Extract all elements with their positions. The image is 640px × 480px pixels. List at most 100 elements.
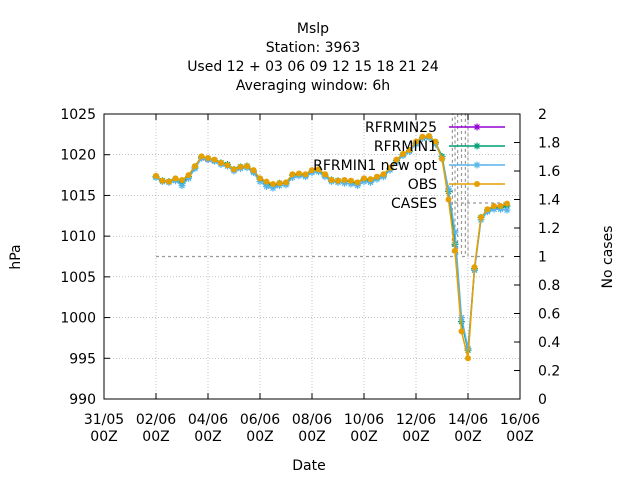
- series-point-obs-24: [309, 167, 315, 174]
- series-point-obs-6: [192, 163, 198, 170]
- y2-tick-label-5: 1: [538, 250, 547, 266]
- y2-tick-label-9: 1.8: [538, 136, 560, 152]
- legend-label-obs: OBS: [408, 177, 437, 193]
- series-point-obs-30: [348, 177, 354, 184]
- series-point-obs-35: [380, 171, 387, 178]
- series-point-obs-43: [432, 138, 439, 145]
- y2-tick-label-2: 0.4: [538, 335, 560, 351]
- y2-tick-label-1: 0.2: [538, 364, 560, 380]
- x-tick-label-6-0: 12/06: [396, 412, 436, 428]
- legend-marker-rfrmin1-new-opt: [473, 161, 481, 169]
- series-point-obs-31: [354, 179, 361, 186]
- cases-layer: [156, 113, 507, 258]
- y-tick-label-1: 995: [69, 351, 96, 367]
- series-point-obs-44: [439, 155, 445, 162]
- series-point-obs-47: [458, 328, 465, 335]
- y-tick-label-6: 1020: [60, 148, 96, 164]
- series-point-obs-25: [315, 166, 322, 173]
- series-point-obs-14: [244, 163, 250, 170]
- x-tick-label-2-0: 04/06: [188, 412, 228, 428]
- series-point-obs-28: [335, 177, 341, 184]
- x-tick-label-4-0: 08/06: [292, 412, 332, 428]
- x-tick-label-0-1: 00Z: [90, 429, 117, 445]
- y2-tick-label-0: 0: [538, 392, 547, 408]
- legend-marker-rfrmin1: [473, 142, 481, 150]
- y-tick-label-7: 1025: [60, 107, 96, 123]
- series-point-obs-2: [166, 178, 172, 185]
- series-point-obs-5: [185, 172, 192, 179]
- x-axis-ticks: 31/0500Z02/0600Z04/0600Z06/0600Z08/0600Z…: [84, 114, 540, 445]
- series-point-obs-16: [257, 175, 263, 182]
- series-point-obs-39: [406, 146, 413, 153]
- y-tick-label-3: 1005: [60, 270, 96, 286]
- series-point-obs-11: [224, 162, 231, 169]
- series-point-rfrmin1-new-opt-4: [178, 182, 186, 190]
- series-point-obs-12: [231, 166, 237, 173]
- title-line-3: Averaging window: 6h: [236, 78, 390, 94]
- series-point-obs-17: [263, 178, 270, 185]
- title-line-1: Station: 3963: [266, 40, 361, 56]
- series-point-obs-36: [387, 164, 393, 171]
- title-line-0: Mslp: [297, 21, 329, 37]
- series-point-obs-22: [296, 170, 302, 177]
- y2-tick-label-6: 1.2: [538, 221, 560, 237]
- legend-label-cases: CASES: [391, 196, 437, 212]
- series-point-obs-49: [471, 264, 478, 271]
- y2-tick-label-8: 1.6: [538, 164, 560, 180]
- x-axis-label: Date: [292, 458, 325, 474]
- series-point-obs-29: [341, 176, 348, 183]
- x-tick-label-8-1: 00Z: [506, 429, 533, 445]
- series-point-obs-46: [452, 247, 458, 254]
- y-tick-label-2: 1000: [60, 311, 96, 327]
- series-point-obs-45: [445, 196, 452, 203]
- series-point-obs-50: [478, 214, 484, 221]
- y-axis-ticks: 990 995 1000 1005 1010 1015 1020 1025: [60, 107, 110, 408]
- series-point-obs-3: [172, 175, 179, 182]
- series-point-obs-54: [504, 200, 510, 207]
- series-point-obs-9: [211, 156, 218, 163]
- title-line-2: Used 12 + 03 06 09 12 15 18 21 24: [187, 59, 439, 75]
- series-layer: [152, 132, 511, 362]
- x-tick-label-5-0: 10/06: [344, 412, 384, 428]
- legend-label-rfrmin25: RFRMIN25: [365, 120, 437, 136]
- legend: RFRMIN25 RFRMIN1 RFRMIN1 new opt OBS CASES: [313, 120, 505, 212]
- series-point-obs-7: [198, 153, 205, 160]
- legend-label-rfrmin1: RFRMIN1: [374, 139, 437, 155]
- series-point-obs-18: [270, 181, 276, 188]
- series-point-obs-19: [276, 180, 283, 187]
- series-point-obs-15: [250, 167, 257, 174]
- x-tick-label-2-1: 00Z: [194, 429, 221, 445]
- series-point-obs-13: [237, 163, 244, 170]
- y-tick-label-5: 1015: [60, 188, 96, 204]
- y2-tick-label-10: 2: [538, 107, 547, 123]
- legend-marker-obs: [474, 181, 480, 187]
- series-point-obs-37: [393, 156, 400, 163]
- x-tick-label-7-0: 14/06: [448, 412, 488, 428]
- x-tick-label-4-1: 00Z: [298, 429, 325, 445]
- x-tick-label-3-1: 00Z: [246, 429, 273, 445]
- series-point-obs-26: [322, 171, 328, 178]
- x-tick-label-7-1: 00Z: [454, 429, 481, 445]
- series-point-obs-33: [367, 176, 374, 183]
- series-line-cases: [156, 113, 507, 258]
- series-point-obs-10: [218, 159, 224, 166]
- series-point-obs-51: [484, 206, 491, 213]
- y2-tick-label-3: 0.6: [538, 307, 560, 323]
- series-point-obs-23: [302, 171, 309, 178]
- series-point-obs-1: [159, 177, 166, 184]
- series-point-obs-0: [153, 172, 159, 179]
- series-point-obs-34: [374, 173, 380, 180]
- series-point-obs-20: [283, 179, 289, 186]
- y2-tick-label-7: 1.4: [538, 193, 560, 209]
- y-tick-label-0: 990: [69, 392, 96, 408]
- x-tick-label-0-0: 31/05: [84, 412, 124, 428]
- series-point-obs-32: [361, 175, 367, 182]
- y2-tick-label-4: 0.8: [538, 278, 560, 294]
- y-tick-label-4: 1010: [60, 229, 96, 245]
- series-point-obs-38: [400, 150, 406, 157]
- series-point-obs-42: [426, 132, 432, 139]
- series-point-obs-48: [465, 355, 471, 362]
- legend-label-rfrmin1-new-opt: RFRMIN1 new opt: [313, 158, 437, 174]
- y-axis-label: hPa: [8, 244, 24, 269]
